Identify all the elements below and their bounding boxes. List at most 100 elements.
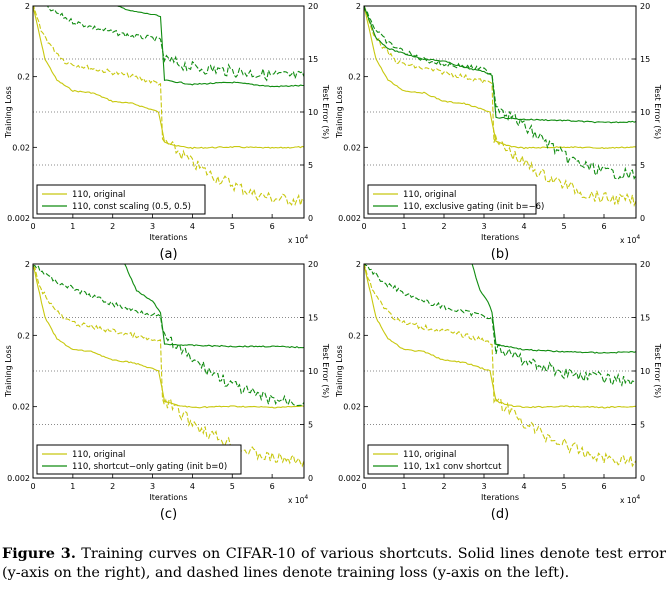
panel-b-series-0 (364, 6, 636, 150)
panel-a-xtick-label-2: 2 (110, 222, 115, 231)
panel-d-xtick-label-1: 1 (401, 482, 406, 491)
panel-b-legend-box (367, 184, 537, 215)
panel-c-ytick-right-label-0: 0 (308, 474, 313, 483)
panel-d-xlabel: Iterations (481, 493, 519, 502)
panel-c-series-1 (33, 265, 304, 468)
panel-c-ytick-right-label-2: 10 (308, 367, 318, 376)
panel-a-ytick-right-label-0: 0 (308, 214, 313, 223)
panel-b-ytick-right-label-0: 0 (640, 214, 645, 223)
panel-a-series-3 (46, 6, 304, 82)
panel-b-ylabel-right: Test Error (%) (653, 84, 662, 139)
panel-d-label: (d) (491, 507, 509, 522)
panel-a-xtick-label-3: 3 (150, 222, 155, 231)
figure-caption: Figure 3. Training curves on CIFAR-10 of… (2, 544, 666, 583)
panel-c-ytick-left-label-2: 0.2 (17, 331, 30, 340)
panel-a-xlabel: Iterations (149, 233, 187, 242)
panel-c-series-2 (124, 264, 304, 349)
panel-a-xtick-label-5: 5 (230, 222, 235, 231)
panel-a-legend-label-1: 110, const scaling (0.5, 0.5) (72, 202, 191, 212)
panel-d-legend-box (367, 444, 509, 475)
panel-c-ytick-left-label-3: 2 (25, 260, 30, 269)
panel-a-xtick-label-0: 0 (30, 222, 35, 231)
panel-d-ytick-left-label-3: 2 (356, 260, 361, 269)
panel-b-ytick-left-label-3: 2 (356, 2, 361, 11)
panel-c-xtick-label-6: 6 (270, 482, 275, 491)
panel-b-ytick-right-label-1: 5 (640, 161, 645, 170)
panel-b-xtick-label-3: 3 (481, 222, 486, 231)
panel-d-xtick-label-2: 2 (441, 482, 446, 491)
panel-c-legend-label-1: 110, shortcut−only gating (init b=0) (72, 462, 227, 472)
panel-d-ytick-right-label-1: 5 (640, 421, 645, 430)
panel-a-series-0 (33, 6, 304, 150)
panel-c-ytick-right-label-1: 5 (308, 421, 313, 430)
panel-d-xtick-label-0: 0 (361, 482, 366, 491)
panel-c-ytick-right-label-4: 20 (308, 260, 318, 269)
panel-a-xtick-label-4: 4 (190, 222, 195, 231)
caption-label: Figure 3. (2, 545, 76, 562)
panel-d-ylabel-left: Training Loss (335, 345, 344, 398)
panel-b-ytick-right-label-2: 10 (640, 108, 650, 117)
caption-text: Training curves on CIFAR-10 of various s… (2, 546, 666, 581)
panel-a-ytick-right-label-2: 10 (308, 108, 318, 117)
panel-c-label: (c) (160, 507, 177, 522)
panel-d-xtick-label-3: 3 (481, 482, 486, 491)
panel-b-legend-label-0: 110, original (403, 190, 456, 200)
panel-d-ytick-left-label-0: 0.002 (338, 474, 361, 483)
panel-d-x-multiplier: x 104 (620, 494, 640, 505)
panel-b-xtick-label-6: 6 (601, 222, 606, 231)
panel-d-xtick-label-5: 5 (561, 482, 566, 491)
panel-d-ytick-right-label-2: 10 (640, 367, 650, 376)
panel-b-xtick-label-1: 1 (401, 222, 406, 231)
panel-c-xtick-label-4: 4 (190, 482, 195, 491)
panel-c-xtick-label-2: 2 (110, 482, 115, 491)
panel-c-xlabel: Iterations (149, 493, 187, 502)
panel-b-xtick-label-5: 5 (561, 222, 566, 231)
panel-b-xtick-label-0: 0 (361, 222, 366, 231)
panel-d-xtick-label-4: 4 (521, 482, 526, 491)
panel-d-series-3 (364, 264, 636, 387)
panel-d-ytick-right-label-4: 20 (640, 260, 650, 269)
panel-d-legend-label-0: 110, original (403, 450, 456, 460)
panel-c-series-3 (33, 264, 304, 407)
panel-b-x-multiplier: x 104 (620, 234, 640, 245)
panel-c-ytick-right-label-3: 15 (308, 314, 318, 323)
panel-a-ylabel-right: Test Error (%) (321, 84, 330, 139)
panel-a-xtick-label-1: 1 (70, 222, 75, 231)
panel-c-series-0 (33, 264, 304, 409)
panel-c-ylabel-left: Training Loss (4, 345, 13, 398)
panel-d-ylabel-right: Test Error (%) (653, 343, 662, 398)
panel-a-ytick-left-label-2: 0.2 (17, 73, 30, 82)
panel-c-legend-label-0: 110, original (72, 450, 125, 460)
panel-c-xtick-label-3: 3 (150, 482, 155, 491)
panel-b-xlabel: Iterations (481, 233, 519, 242)
panel-d-ytick-right-label-0: 0 (640, 474, 645, 483)
panel-c-xtick-label-1: 1 (70, 482, 75, 491)
panel-b-series-3 (364, 6, 636, 180)
panel-a-ytick-right-label-4: 20 (308, 2, 318, 11)
panel-d-xtick-label-6: 6 (601, 482, 606, 491)
panel-a-ylabel-left: Training Loss (4, 86, 13, 139)
panel-b-ytick-right-label-4: 20 (640, 2, 650, 11)
panel-c-legend-box (36, 444, 242, 475)
panel-c-ytick-left-label-0: 0.002 (7, 474, 30, 483)
panel-a-legend-box (36, 184, 206, 215)
panel-b-xtick-label-2: 2 (441, 222, 446, 231)
panel-b-ylabel-left: Training Loss (335, 86, 344, 139)
panel-b-xtick-label-4: 4 (521, 222, 526, 231)
panel-b-series-2 (364, 6, 636, 124)
panel-b-ytick-left-label-2: 0.2 (348, 73, 361, 82)
panel-b-series-1 (364, 6, 636, 208)
panel-a-xtick-label-6: 6 (270, 222, 275, 231)
panel-d-series-2 (471, 264, 636, 354)
panel-d-series-1 (364, 264, 636, 468)
panel-a-legend-label-0: 110, original (72, 190, 125, 200)
panel-c-xtick-label-0: 0 (30, 482, 35, 491)
panel-b-ytick-left-label-0: 0.002 (338, 214, 361, 223)
panel-a-x-multiplier: x 104 (288, 234, 308, 245)
panel-d-ytick-left-label-1: 0.02 (343, 403, 361, 412)
panel-b-ytick-left-label-1: 0.02 (343, 143, 361, 152)
panel-b-ytick-right-label-3: 15 (640, 55, 650, 64)
panel-a-ytick-left-label-1: 0.02 (12, 143, 30, 152)
panel-a-ytick-right-label-1: 5 (308, 161, 313, 170)
panel-d-ytick-left-label-2: 0.2 (348, 331, 361, 340)
